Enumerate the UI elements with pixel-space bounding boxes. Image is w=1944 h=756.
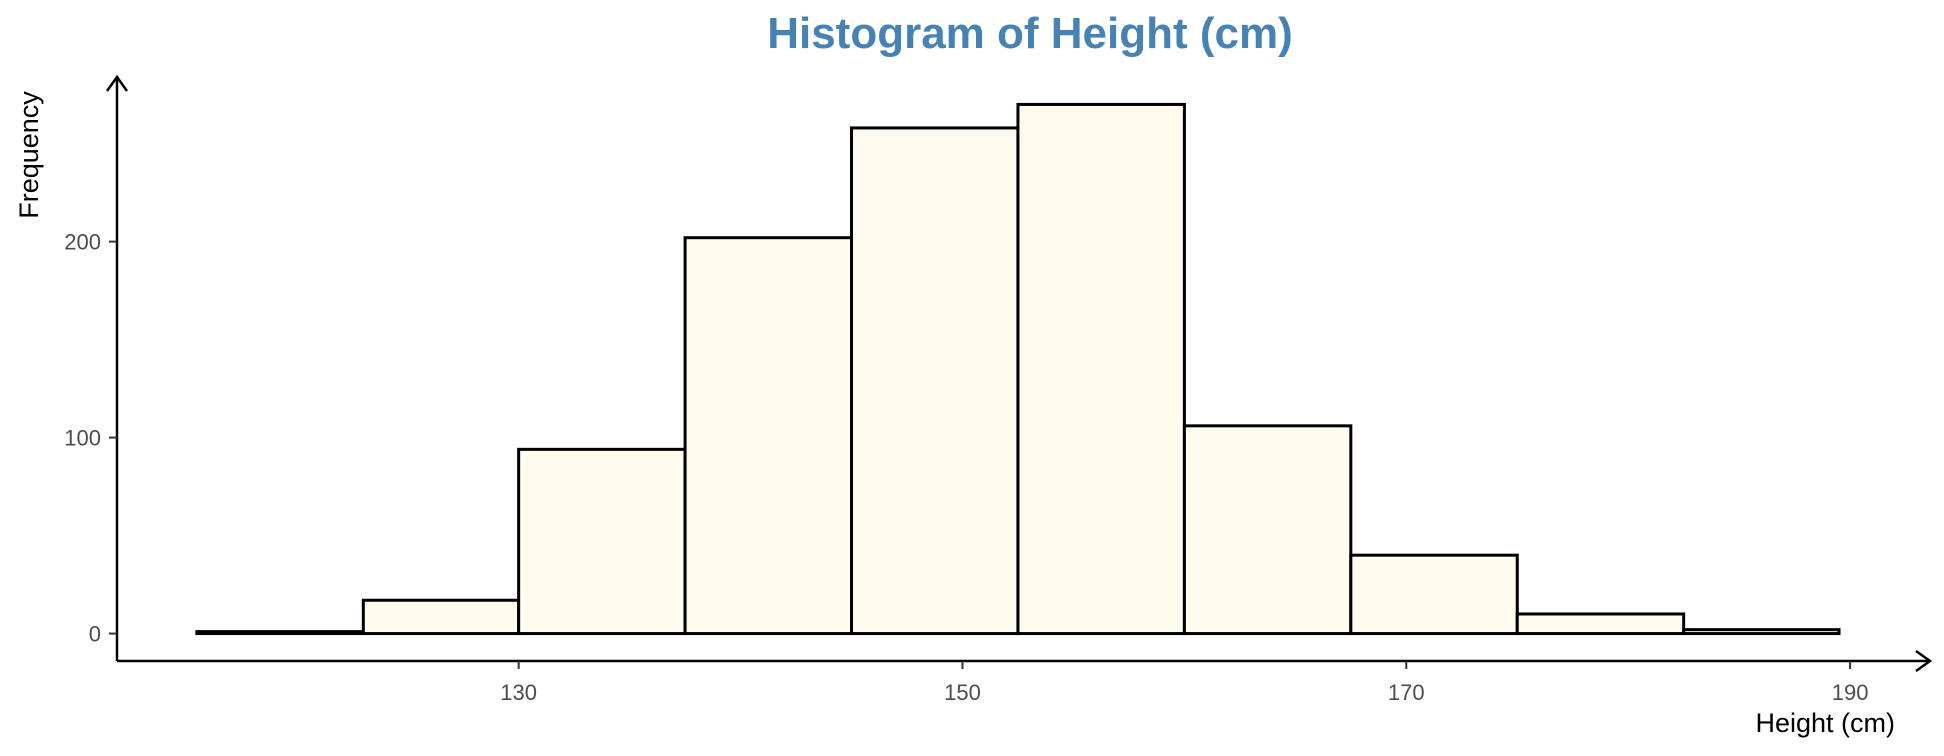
y-ticks-group: 0 100 200 — [64, 230, 117, 647]
x-tick-label-3: 190 — [1832, 680, 1869, 705]
histogram-bar-8 — [1515, 612, 1686, 636]
histogram-bar-5 — [1016, 102, 1186, 636]
chart-title: Histogram of Height (cm) — [767, 9, 1293, 58]
bars-group — [195, 102, 1841, 636]
y-axis-title: Frequency — [14, 91, 44, 219]
histogram-bar-9 — [1682, 628, 1841, 636]
histogram-bar-2 — [517, 447, 687, 636]
x-axis-arrow-icon — [1915, 649, 1933, 673]
x-tick-label-2: 170 — [1388, 680, 1425, 705]
histogram-bar-1 — [361, 598, 521, 636]
axes-group — [105, 74, 1933, 673]
y-tick-label-1: 100 — [64, 426, 101, 451]
histogram-bar-3 — [683, 236, 854, 636]
histogram-bar-7 — [1349, 553, 1519, 636]
histogram-bar-6 — [1182, 424, 1353, 636]
y-tick-label-2: 200 — [64, 230, 101, 255]
x-ticks-group: 130 150 170 190 — [500, 661, 1868, 705]
x-axis-title: Height (cm) — [1755, 708, 1895, 738]
x-tick-label-0: 130 — [500, 680, 537, 705]
histogram-bar-4 — [850, 126, 1020, 636]
y-axis-arrow-icon — [105, 74, 129, 92]
x-tick-label-1: 150 — [944, 680, 981, 705]
y-tick-label-0: 0 — [89, 622, 101, 647]
histogram-bar-0 — [195, 630, 365, 636]
